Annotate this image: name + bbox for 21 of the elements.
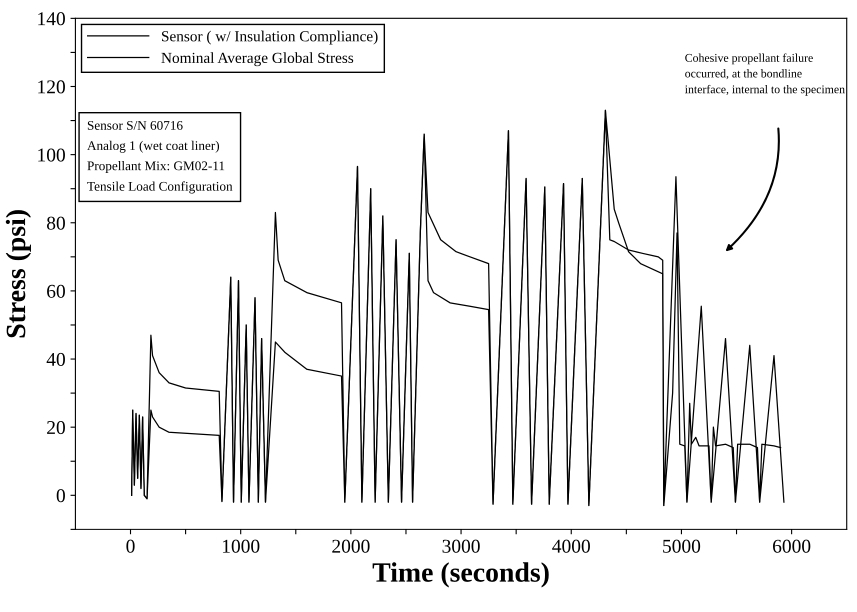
x-tick-label: 5000 [663,540,700,553]
y-tick-label: 0 [56,489,65,502]
legend-label: Nominal Average Global Stress [161,52,354,66]
annotation: Cohesive propellant failure occurred, at the bondline interface, internal to the specimen [684,53,845,96]
legend-label: Sensor ( w/ Insulation Compliance) [162,30,378,45]
y-tick-label: 20 [47,420,65,434]
y-tick-label: 140 [38,12,65,26]
x-tick-label: 4000 [552,540,590,553]
y-tick-label: 80 [46,216,65,230]
y-tick-label: 60 [47,284,65,298]
x-tick-label: 2000 [332,540,370,553]
x-tick-label: 6000 [773,540,810,553]
x-tick-label: 1000 [222,540,260,553]
x-tick-label: 0 [126,540,135,553]
x-tick-label: 3000 [442,540,480,553]
y-tick-label: 120 [38,80,65,94]
annotation: Sensor S/N 60716 Analog 1 (wet coat liner) Propellant Mix: GM02-11 Tensile Load Configuration [87,120,232,194]
x-axis-title: Time (seconds) [372,562,549,588]
y-tick-label: 40 [46,352,65,366]
y-axis-title: Stress (psi) [6,210,31,338]
y-tick-label: 100 [38,148,65,162]
